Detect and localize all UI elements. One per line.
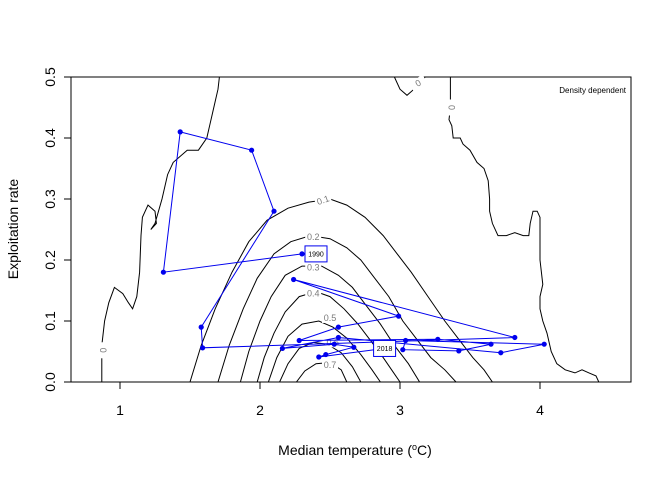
data-point-20 (279, 345, 285, 352)
series-line-0 (162, 131, 545, 358)
contour-label-6: 0.3 (307, 262, 320, 272)
contour-line-0 (101, 76, 220, 382)
contour-label-5: 0.2 (307, 232, 320, 242)
contour-line-9 (279, 341, 362, 383)
data-point-21 (331, 341, 337, 347)
contour-line-4 (189, 198, 493, 383)
data-point-7 (512, 334, 518, 341)
x-tick-label-2: 3 (396, 402, 404, 418)
contour-lines (101, 76, 600, 383)
contour-label-3: 0 (447, 105, 457, 110)
contour-label-bg-8 (322, 312, 338, 323)
data-point-17 (541, 341, 547, 347)
year-label-box-1 (373, 339, 397, 357)
x-tick-label-3: 4 (536, 402, 544, 418)
data-point-13 (488, 341, 494, 347)
contour-label-bg-3 (446, 99, 457, 116)
y-axis-title: Exploitation rate (5, 179, 21, 280)
data-point-19 (335, 334, 341, 341)
contour-line-3 (448, 77, 600, 383)
contour-line-10 (296, 361, 348, 383)
data-point-10 (335, 324, 341, 330)
data-point-22 (351, 344, 357, 350)
data-point-16 (403, 337, 409, 344)
x-axis-title-end: C) (417, 442, 432, 458)
data-point-14 (456, 348, 462, 354)
contour-label-4: 0.1 (315, 193, 330, 207)
x-tick-label-1: 2 (256, 402, 264, 418)
data-point-5 (198, 324, 204, 330)
y-tick-label-5: 0.5 (42, 67, 58, 87)
data-point-15 (400, 347, 406, 353)
data-point-18 (498, 350, 504, 356)
plot-frame (70, 76, 632, 383)
trajectory-series (162, 131, 545, 358)
x-axis-title-degree: o (412, 442, 417, 452)
x-axis-title: Median temperature (oC) (278, 442, 432, 458)
data-point-9 (396, 313, 402, 319)
y-axis: 0.0 0.1 0.2 0.3 0.4 0.5 (42, 67, 71, 392)
x-axis-title-main: Median temperature ( (278, 442, 412, 458)
year-label-0: 1990 (308, 251, 324, 258)
contour-label-bg-0 (98, 342, 109, 359)
contour-label-bg-2 (408, 74, 428, 92)
data-point-1 (160, 269, 166, 275)
contour-label-bg-6 (305, 262, 322, 273)
contour-label-bg-5 (305, 231, 322, 242)
contour-label-0: 0 (98, 348, 108, 353)
data-point-2 (177, 129, 183, 135)
contour-label-7: 0.4 (307, 289, 320, 299)
contour-label-bg-4 (313, 192, 333, 208)
contour-label-10: 0.7 (324, 360, 337, 370)
data-point-8 (291, 276, 297, 283)
data-point-6 (200, 345, 206, 351)
contour-label-2: 0 (414, 78, 423, 89)
data-point-0 (299, 251, 305, 257)
contour-line-7 (256, 291, 401, 383)
contour-label-bg-7 (305, 288, 322, 299)
year-labels: 1990 2018 (304, 245, 397, 357)
y-tick-label-1: 0.1 (42, 311, 58, 331)
x-tick-label-0: 1 (116, 402, 124, 418)
y-tick-label-0: 0.0 (42, 372, 58, 392)
y-tick-label-2: 0.2 (42, 250, 58, 270)
y-tick-label-3: 0.3 (42, 189, 58, 209)
y-tick-label-4: 0.4 (42, 128, 58, 148)
data-point-24 (316, 354, 322, 360)
data-point-23 (323, 351, 329, 358)
year-label-1: 2018 (377, 346, 393, 353)
data-point-12 (435, 336, 441, 342)
data-point-4 (271, 208, 277, 214)
year-label-box-0 (304, 245, 328, 263)
data-point-11 (296, 337, 302, 344)
contour-label-8: 0.5 (324, 313, 337, 323)
data-point-3 (249, 147, 255, 153)
x-axis: 1 2 3 4 (116, 381, 544, 418)
contour-label-bg-10 (322, 359, 338, 370)
trajectory-points (160, 129, 547, 360)
annotation-label: Density dependent (559, 86, 626, 95)
